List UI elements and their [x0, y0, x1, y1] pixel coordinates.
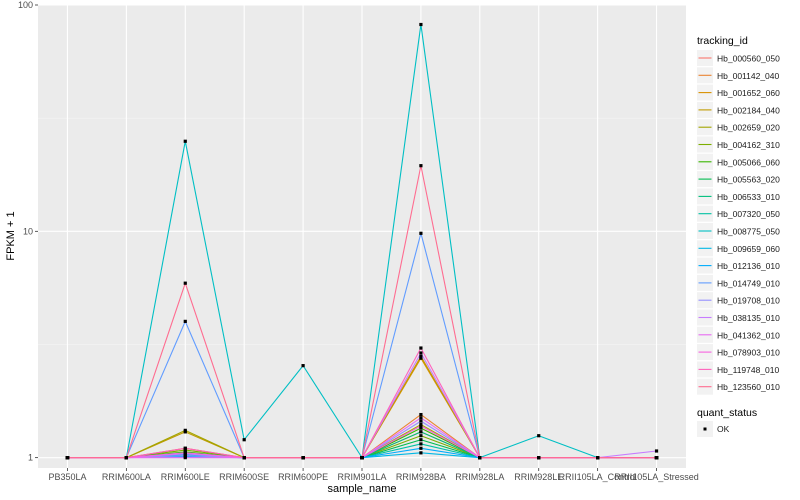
data-point	[596, 456, 600, 460]
status-legend-title: quant_status	[697, 407, 757, 419]
legend-label: Hb_005066_060	[717, 157, 780, 167]
data-point	[419, 419, 423, 423]
data-point	[419, 430, 423, 434]
legend-label: Hb_007320_050	[717, 209, 780, 219]
legend-label: Hb_041362_010	[717, 330, 780, 340]
grid-lines	[38, 4, 686, 468]
legend-label: Hb_123560_010	[717, 382, 780, 392]
legend-label: Hb_078903_010	[717, 348, 780, 358]
legend-label: Hb_001652_060	[717, 88, 780, 98]
legend-label: Hb_038135_010	[717, 313, 780, 323]
y-tick-label: 100	[18, 0, 33, 10]
data-point	[183, 139, 187, 143]
legend-title: tracking_id	[697, 35, 748, 47]
legend-items: Hb_000560_050 Hb_001142_040 Hb_001652_060 H…	[697, 50, 780, 395]
data-point	[242, 456, 246, 460]
x-tick-label: PB350LA	[48, 472, 86, 482]
data-point	[419, 22, 423, 27]
data-point	[478, 456, 482, 460]
legend-label: Hb_002659_020	[717, 123, 780, 133]
legend-label: Hb_000560_050	[717, 54, 780, 64]
y-tick-label: 10	[23, 226, 33, 236]
legend-label: Hb_012136_010	[717, 261, 780, 271]
data-point	[419, 446, 423, 450]
y-axis-title: FPKM + 1	[5, 211, 17, 260]
legend-label: Hb_019708_010	[717, 296, 780, 306]
data-point	[183, 428, 187, 432]
x-tick-label: RRIM600SE	[219, 472, 269, 482]
data-point	[183, 456, 187, 460]
x-tick-label: RRIM600LA	[102, 472, 151, 482]
data-point	[419, 351, 423, 355]
data-point	[183, 319, 187, 323]
data-point	[183, 451, 187, 455]
data-point	[419, 412, 423, 417]
data-point	[419, 442, 423, 446]
legend-label: Hb_014749_010	[717, 278, 780, 288]
data-point	[183, 448, 187, 452]
x-tick-label: RRIM928LA	[455, 472, 504, 482]
data-point	[419, 424, 423, 428]
status-legend-marker	[703, 427, 707, 431]
x-tick-label: RRIM901LA	[337, 472, 386, 482]
legend: tracking_id Hb_000560_050Hb_001142_040Hb…	[697, 35, 780, 437]
data-point	[537, 434, 541, 438]
x-tick-label: RRIM928BA	[396, 472, 446, 482]
data-point	[537, 456, 541, 460]
x-tick-label: RRIM928LE	[514, 472, 563, 482]
data-point	[183, 454, 187, 458]
x-tick-label: RRII105LA_Control	[559, 472, 637, 482]
data-point	[65, 456, 70, 460]
legend-label: Hb_006533_010	[717, 192, 780, 202]
data-point	[419, 164, 423, 168]
legend-label: Hb_002184_040	[717, 105, 780, 115]
y-tick-label: 1	[28, 453, 33, 463]
data-point	[242, 438, 246, 442]
data-point	[419, 346, 423, 350]
data-point	[419, 354, 423, 359]
status-legend-label: OK	[717, 424, 730, 434]
legend-label: Hb_005563_020	[717, 175, 780, 185]
data-point	[419, 356, 423, 360]
x-tick-label: RRIM600PE	[278, 472, 328, 482]
data-points	[65, 22, 659, 460]
x-tick-label: RRII105LA_Stressed	[614, 472, 699, 482]
data-point	[419, 434, 423, 438]
axis-ticks: 1 10 100 PB350LA RRIM600LA RRIM600LE RRIM600SE…	[18, 0, 699, 482]
legend-label: Hb_004162_310	[717, 140, 780, 150]
data-point	[419, 438, 423, 442]
data-point	[301, 456, 305, 460]
legend-label: Hb_119748_010	[717, 365, 780, 375]
legend-label: Hb_001142_040	[717, 71, 780, 81]
data-point	[360, 456, 364, 460]
legend-label: Hb_009659_060	[717, 244, 780, 254]
x-tick-label: RRIM600LE	[161, 472, 210, 482]
data-point	[183, 281, 187, 285]
data-point	[654, 456, 659, 460]
data-point	[654, 449, 659, 453]
data-point	[124, 456, 128, 460]
data-point	[301, 364, 305, 368]
data-point	[419, 426, 423, 430]
data-point	[419, 451, 423, 455]
legend-label: Hb_008775_050	[717, 227, 780, 237]
x-axis-title: sample_name	[327, 483, 396, 495]
data-point	[183, 446, 187, 450]
data-point	[419, 231, 423, 235]
data-point	[419, 416, 423, 420]
